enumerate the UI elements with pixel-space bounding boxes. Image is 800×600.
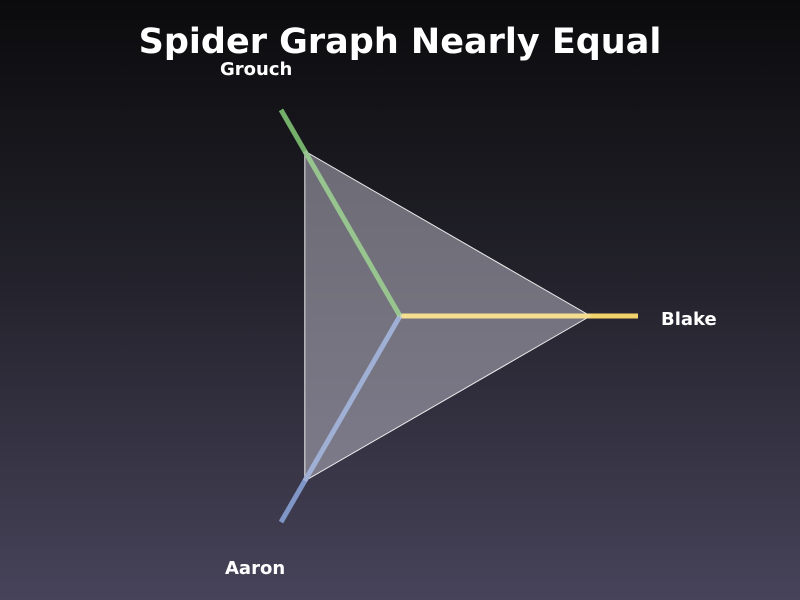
- axis-value-aaron: [302, 314, 403, 483]
- axis-aaron: [278, 314, 403, 524]
- axis-value-grouch: [302, 149, 403, 318]
- chart-title: Spider Graph Nearly Equal: [138, 22, 662, 62]
- axis-label-blake: Blake: [661, 309, 717, 330]
- axis-grouch: [278, 108, 403, 318]
- axis-label-aaron: Aaron: [225, 558, 285, 579]
- axis-label-grouch: Grouch: [220, 59, 292, 80]
